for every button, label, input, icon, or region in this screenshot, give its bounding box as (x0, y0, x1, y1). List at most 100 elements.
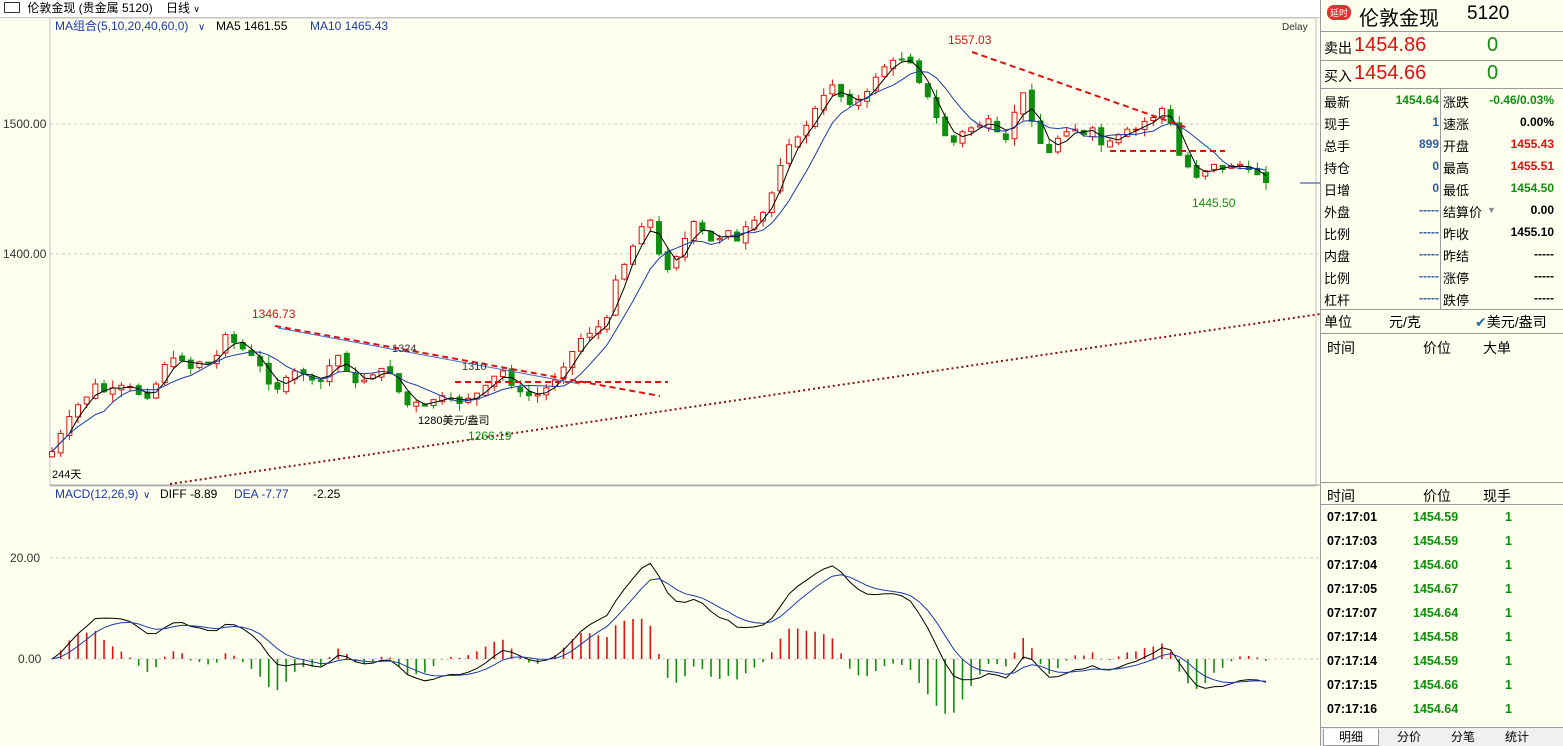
tick-row[interactable]: 07:17:14 1454.59 1 (1321, 650, 1563, 674)
chart-icon[interactable] (4, 2, 20, 14)
stat-value: 0.00 (1530, 203, 1554, 217)
candle-body (794, 136, 801, 148)
stat-label: 外盘 (1324, 205, 1351, 220)
candle-body (595, 326, 602, 335)
candle-body (205, 361, 212, 364)
candle-body (829, 84, 836, 95)
tick-time: 07:17:14 (1327, 654, 1378, 668)
macd-histogram (59, 618, 1267, 714)
sell-price[interactable]: 1454.86 (1354, 34, 1427, 56)
candle-body (569, 351, 576, 368)
candle-body (1046, 143, 1053, 154)
candle-body (838, 84, 845, 98)
candle-body (153, 383, 160, 399)
candle-body (83, 396, 90, 405)
candle-body (1028, 89, 1035, 122)
stat-value: 0.00% (1519, 115, 1554, 129)
stat-row: 比例 ----- 涨停 ----- (1321, 266, 1563, 288)
candle-body (985, 118, 992, 129)
tick-row[interactable]: 07:17:05 1454.67 1 (1321, 578, 1563, 602)
candle-body (1176, 122, 1183, 156)
candle-body (179, 355, 186, 362)
candle-body (907, 56, 914, 64)
tick-time: 07:17:03 (1327, 534, 1378, 548)
stat-value: ----- (1419, 269, 1439, 283)
chevron-down-icon[interactable]: ▼ (1487, 205, 1496, 215)
tick-qty: 1 (1505, 558, 1512, 572)
candle-body (881, 66, 888, 78)
stat-label: 日增 (1324, 183, 1351, 198)
quote-panel: 延时 伦敦金现 5120 卖出 1454.86 0 买入 1454.66 0 最… (1320, 0, 1563, 746)
tick-time: 07:17:04 (1327, 558, 1378, 572)
stat-label: 比例 (1324, 271, 1351, 286)
tick-price: 1454.66 (1413, 678, 1459, 692)
tick-price: 1454.67 (1413, 582, 1459, 596)
candle-body (968, 127, 975, 132)
tab-tick[interactable]: 分笔 (1450, 730, 1475, 744)
candle-body (1263, 171, 1269, 184)
resistance-trendline-left (274, 325, 661, 397)
stat-value: ----- (1534, 269, 1554, 283)
tick-qty: 1 (1505, 534, 1512, 548)
macd-indicator-label[interactable]: MACD(12,26,9) (55, 487, 138, 501)
ma-indicator-label[interactable]: MA组合(5,10,20,40,60,0) (55, 18, 188, 33)
candle-body (647, 219, 654, 228)
stat-row: 外盘 ----- 结算价 0.00 (1321, 200, 1563, 222)
tab-statistics[interactable]: 统计 (1504, 730, 1529, 744)
tick-header-time: 时间 (1327, 488, 1355, 504)
annotation-high: 1557.03 (948, 33, 992, 47)
stat-row: 总手 899 开盘 1455.43 (1321, 134, 1563, 156)
candle-body (586, 332, 593, 338)
stat-label: 总手 (1324, 139, 1351, 154)
candle-body (1210, 163, 1217, 170)
tick-qty: 1 (1505, 630, 1512, 644)
candle-body (673, 256, 680, 269)
macd-y-tick-20: 20.00 (10, 551, 40, 565)
tick-qty: 1 (1505, 702, 1512, 716)
candle-body (898, 58, 905, 61)
candlesticks (49, 51, 1269, 458)
tab-price-distribution[interactable]: 分价 (1396, 730, 1421, 744)
candle-body (872, 76, 879, 91)
candle-body (1106, 140, 1113, 148)
buy-price[interactable]: 1454.66 (1354, 62, 1427, 84)
candlestick-chart-area[interactable]: 1500.00 1400.00 20.00 0.00 MA组合(5,10,20,… (0, 18, 1320, 746)
candle-body (170, 357, 177, 368)
candle-body (1063, 131, 1070, 137)
unit-usd-option[interactable]: ✔美元/盎司 (1475, 312, 1547, 332)
period-selector[interactable]: 日线 ∨ (166, 0, 200, 18)
stat-label: 比例 (1324, 227, 1351, 242)
tab-detail[interactable]: 明细 (1323, 729, 1379, 746)
y-tick-1400: 1400.00 (3, 247, 47, 261)
candle-body (768, 192, 775, 213)
candle-body (534, 393, 541, 397)
tick-row[interactable]: 07:17:15 1454.66 1 (1321, 674, 1563, 698)
tick-row[interactable]: 07:17:04 1454.60 1 (1321, 554, 1563, 578)
macd-diff-line (51, 562, 1267, 689)
candle-body (196, 361, 203, 369)
stat-value: ----- (1534, 247, 1554, 261)
macd-value: -2.25 (313, 487, 341, 501)
stat-value: ----- (1419, 291, 1439, 305)
candle-body (439, 395, 446, 403)
chevron-down-icon[interactable]: ∨ (198, 22, 205, 33)
candle-body (144, 391, 151, 399)
stat-label: 涨跌 (1443, 95, 1470, 110)
tick-price: 1454.59 (1413, 534, 1459, 548)
candle-body (378, 367, 385, 378)
candle-body (369, 374, 376, 379)
tick-row[interactable]: 07:17:03 1454.59 1 (1321, 530, 1563, 554)
chevron-down-icon[interactable]: ∨ (143, 490, 150, 501)
annotation-support-text: 1280美元/盎司 (418, 413, 490, 427)
price-pane-border (49, 18, 1317, 487)
tick-row[interactable]: 07:17:16 1454.64 1 (1321, 698, 1563, 722)
tick-qty: 1 (1505, 606, 1512, 620)
tick-price: 1454.58 (1413, 630, 1459, 644)
unit-cny-option[interactable]: 元/克 (1389, 314, 1421, 330)
long-term-trendline (169, 313, 1320, 485)
tick-row[interactable]: 07:17:07 1454.64 1 (1321, 602, 1563, 626)
candle-body (1037, 120, 1044, 145)
candle-body (716, 237, 723, 241)
tick-row[interactable]: 07:17:14 1454.58 1 (1321, 626, 1563, 650)
tick-row[interactable]: 07:17:01 1454.59 1 (1321, 506, 1563, 530)
